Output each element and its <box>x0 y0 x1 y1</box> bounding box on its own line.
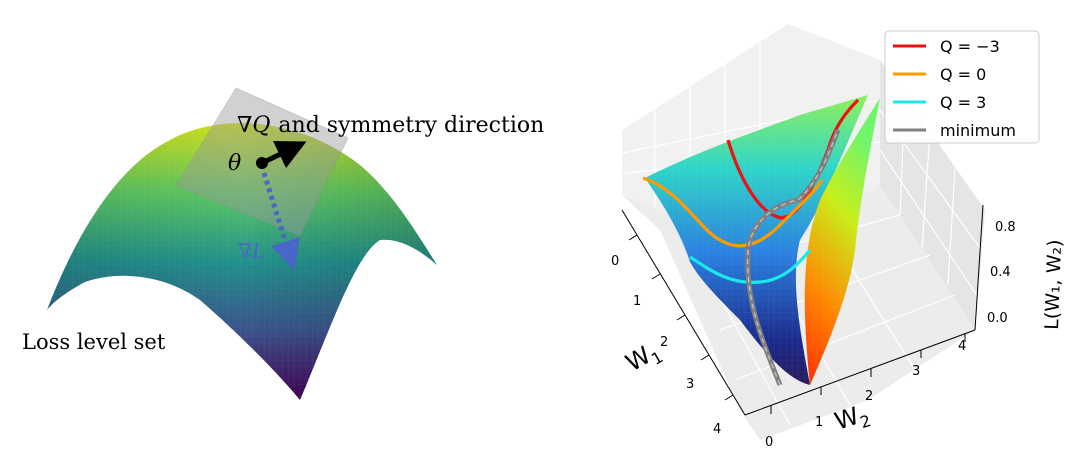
legend-label-q-0: Q = 0 <box>940 65 986 84</box>
w1-tick-marks <box>628 234 734 401</box>
grad-q-title: ∇Q and symmetry direction <box>237 113 544 138</box>
grad-l-label: ∇L <box>238 239 265 263</box>
left-panel: ∇Q and symmetry direction θ ∇L Loss level… <box>22 87 544 401</box>
legend-item-q-neg3: Q = −3 <box>893 37 1000 56</box>
legend-label-minimum: minimum <box>940 121 1016 140</box>
grad-q-arrow <box>260 141 307 169</box>
z-axis-label: L(W₁, W₂) <box>1041 239 1066 330</box>
title-rest: and symmetry direction <box>278 113 544 138</box>
w1-label-letter: W <box>621 341 656 377</box>
w1-tick-3: 3 <box>686 377 694 392</box>
loss-level-set-label: Loss level set <box>22 330 166 354</box>
grad-l-arrow <box>261 172 300 271</box>
grad-q-symbol: ∇ <box>237 113 252 138</box>
curve-q-3 <box>689 248 812 284</box>
w2-tick-2: 2 <box>865 389 873 404</box>
curve-q-0 <box>642 176 824 248</box>
w2-tick-0: 0 <box>765 435 773 450</box>
grad-l-symbol: ∇ <box>238 239 252 263</box>
w2-tick-marks <box>770 334 966 414</box>
w1-tick-0: 0 <box>611 254 619 269</box>
w2-tick-4: 4 <box>958 339 966 354</box>
z-tick-0: 0.0 <box>987 311 1008 326</box>
w2-tick-3: 3 <box>912 364 920 379</box>
z-axis-line <box>974 204 984 331</box>
grad-q-letter: Q <box>252 113 270 138</box>
z-tick-1: 0.4 <box>990 265 1011 280</box>
legend-item-q-0: Q = 0 <box>893 65 986 84</box>
legend: Q = −3 Q = 0 Q = 3 minimum <box>884 30 1040 144</box>
right-panel: 0 1 2 3 4 0 1 2 3 4 0.0 0.4 0.8 W1 W2 L(… <box>611 24 1066 450</box>
legend-label-q-3: Q = 3 <box>940 93 986 112</box>
w1-axis-line <box>621 209 746 416</box>
theta-label: θ <box>228 151 241 176</box>
z-tick-2: 0.8 <box>995 220 1016 235</box>
w1-tick-2: 2 <box>660 335 668 350</box>
w2-axis-line <box>744 329 976 416</box>
legend-item-minimum: minimum <box>893 121 1016 140</box>
legend-box <box>884 30 1040 144</box>
grad-l-letter: L <box>251 239 265 263</box>
w2-tick-1: 1 <box>815 415 823 430</box>
legend-item-q-3: Q = 3 <box>893 93 986 112</box>
legend-label-q-neg3: Q = −3 <box>940 37 1000 56</box>
w1-tick-1: 1 <box>633 294 641 309</box>
w1-tick-4: 4 <box>713 422 721 437</box>
w2-label-letter: W <box>831 402 862 436</box>
